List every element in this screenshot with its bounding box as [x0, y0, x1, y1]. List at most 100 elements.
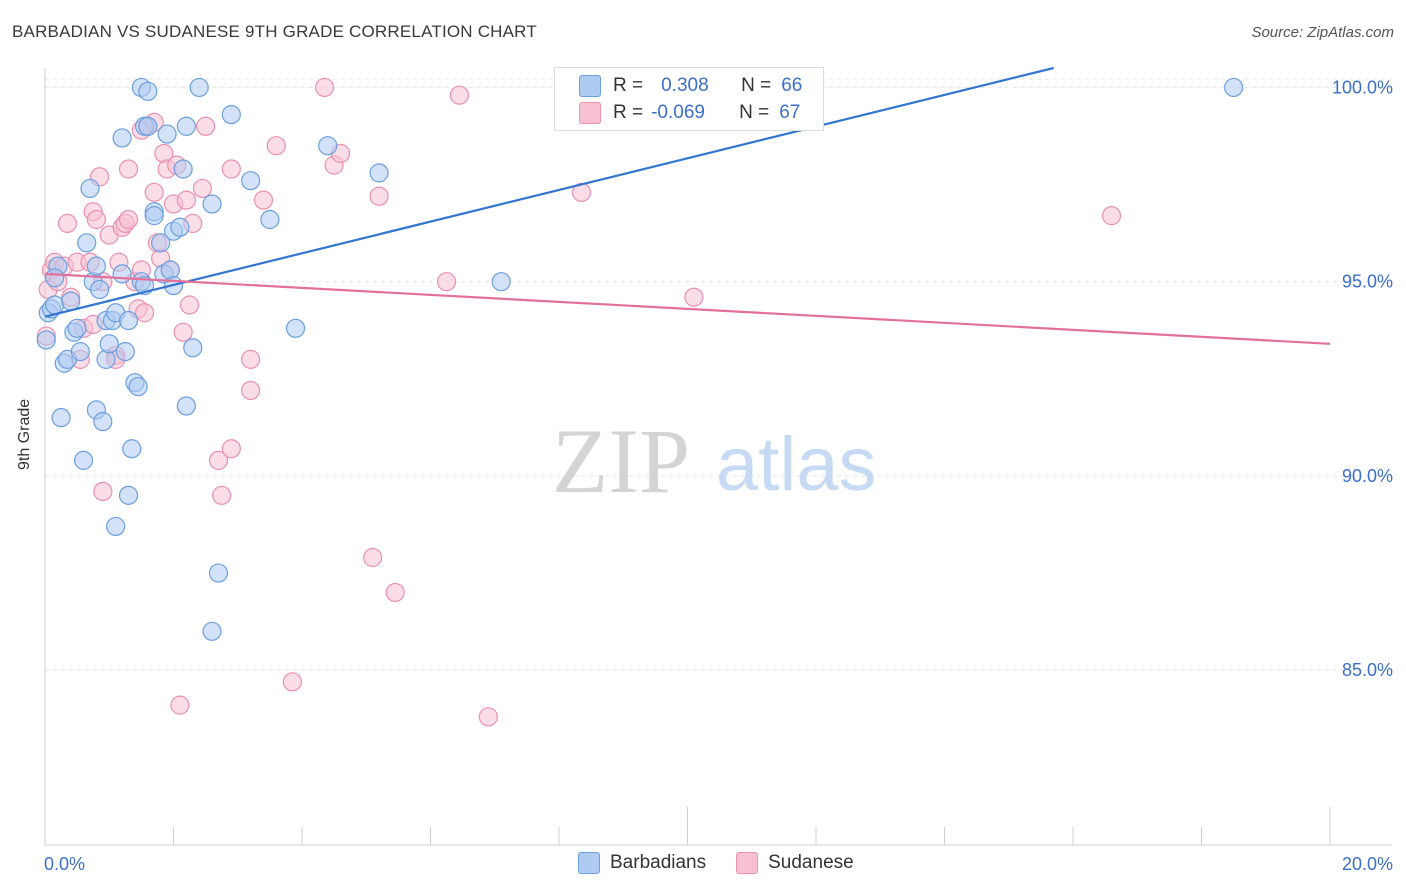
barbadian-point	[157, 124, 177, 144]
legend-label-sudanese: Sudanese	[768, 852, 854, 873]
barbadian-point	[118, 485, 139, 505]
sudanese-point	[436, 272, 457, 292]
barbadian-point	[61, 291, 81, 311]
barbadian-point	[86, 256, 107, 276]
barbadian-point	[115, 342, 135, 362]
sudanese-point	[170, 695, 190, 715]
legend-n-label: N =	[741, 75, 772, 96]
barbadian-trend-line	[44, 66, 1054, 318]
barbadian-point	[36, 330, 56, 350]
source-credit: Source: ZipAtlas.com	[1251, 24, 1394, 41]
legend-r-value: 0.308	[661, 75, 709, 96]
barbadian-point	[202, 621, 222, 641]
sudanese-points	[36, 77, 1122, 727]
sudanese-point	[134, 303, 155, 323]
sudanese-point	[314, 77, 335, 98]
x-tick-label-max: 20.0%	[1342, 854, 1393, 874]
barbadian-point	[70, 342, 90, 362]
legend-row-sudanese: R = -0.069 N = 67	[579, 100, 800, 126]
barbadian-point	[118, 310, 139, 331]
sudanese-point	[241, 380, 261, 401]
barbadian-point	[221, 105, 241, 125]
barbadian-point	[138, 81, 158, 101]
legend-swatch-barbadians	[578, 852, 600, 874]
x-tick-labels: 0.0% 20.0%	[44, 854, 1393, 874]
sudanese-point	[192, 178, 213, 199]
barbadian-points	[36, 77, 1244, 641]
sudanese-point	[241, 349, 261, 369]
legend-swatch-blue	[579, 75, 601, 97]
barbadian-point	[80, 178, 100, 199]
sudanese-point	[266, 136, 286, 156]
barbadian-point	[491, 272, 511, 292]
y-tick-label: 90.0%	[1342, 466, 1393, 486]
chart-title: BARBADIAN VS SUDANESE 9TH GRADE CORRELAT…	[12, 22, 537, 41]
y-tick-label: 95.0%	[1342, 272, 1393, 292]
barbadian-point	[369, 163, 389, 183]
y-tick-labels: 85.0% 90.0% 95.0% 100.0%	[1332, 77, 1393, 680]
legend-n-value: 67	[779, 102, 801, 123]
watermark-zip: ZIP	[552, 410, 690, 512]
trend-lines	[44, 66, 1331, 345]
sudanese-trend-line	[44, 272, 1331, 345]
grid-lines	[45, 78, 1392, 671]
barbadian-point	[318, 136, 338, 156]
barbadian-point	[51, 408, 71, 428]
barbadian-point	[122, 439, 142, 459]
watermark-atlas: atlas	[716, 422, 877, 507]
barbadian-point	[96, 349, 116, 369]
barbadian-point	[138, 116, 158, 136]
barbadian-point	[241, 171, 261, 191]
x-tick-label-min: 0.0%	[44, 854, 85, 874]
sudanese-point	[179, 295, 200, 315]
x-ticks	[173, 807, 1331, 845]
watermark: ZIP atlas	[552, 410, 877, 512]
axes	[44, 68, 1392, 846]
barbadian-point	[183, 338, 203, 358]
sudanese-point	[369, 186, 389, 206]
barbadian-point	[160, 260, 180, 280]
sudanese-point	[449, 85, 470, 105]
sudanese-point	[176, 190, 196, 210]
barbadian-point	[1224, 77, 1244, 98]
sudanese-point	[363, 547, 383, 568]
barbadian-point	[176, 116, 196, 136]
barbadian-point	[67, 318, 87, 338]
stats-legend: R = 0.308 N = 66 R = -0.069 N = 67	[554, 67, 824, 131]
y-tick-label: 85.0%	[1342, 660, 1393, 680]
sudanese-point	[118, 159, 139, 179]
barbadian-point	[208, 563, 229, 583]
barbadian-point	[285, 318, 306, 338]
sudanese-point	[221, 439, 241, 459]
barbadian-point	[90, 279, 110, 300]
legend-label-barbadians: Barbadians	[610, 852, 707, 873]
y-axis-label: 9th Grade	[16, 398, 33, 470]
sudanese-point	[1101, 206, 1122, 226]
barbadian-point	[144, 206, 164, 226]
sudanese-point	[385, 582, 405, 603]
barbadian-point	[173, 159, 193, 179]
barbadian-point	[45, 295, 65, 315]
barbadian-point	[128, 376, 148, 397]
barbadian-point	[260, 209, 280, 230]
legend-n-value: 66	[781, 75, 803, 96]
barbadian-point	[170, 217, 190, 237]
sudanese-point	[253, 190, 274, 210]
legend-swatch-pink	[579, 102, 601, 124]
y-tick-label: 100.0%	[1332, 77, 1393, 97]
sudanese-point	[684, 287, 704, 307]
barbadian-point	[45, 268, 65, 288]
barbadian-point	[112, 128, 132, 148]
barbadian-point	[106, 516, 126, 537]
barbadian-point	[151, 233, 171, 253]
sudanese-point	[144, 182, 164, 202]
sudanese-point	[57, 213, 78, 233]
legend-n-label: N =	[739, 102, 770, 123]
sudanese-point	[208, 450, 229, 470]
barbadian-point	[73, 450, 94, 470]
barbadian-point	[202, 194, 222, 214]
barbadian-point	[112, 264, 132, 284]
sudanese-point	[221, 159, 241, 179]
sudanese-point	[212, 485, 232, 505]
